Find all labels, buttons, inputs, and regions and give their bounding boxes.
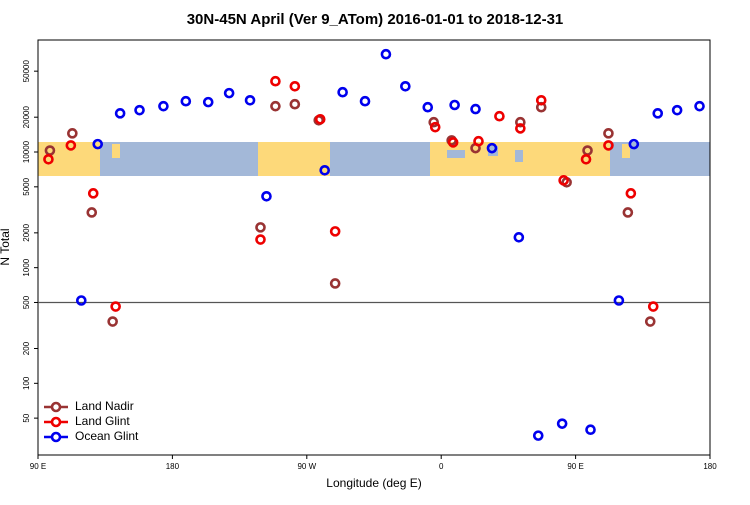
point (255, 222, 266, 233)
point (580, 153, 592, 165)
point (473, 135, 484, 147)
y-axis-label: N Total (0, 228, 12, 265)
point (449, 99, 460, 111)
y-tick-label: 20000 (22, 106, 31, 129)
point (515, 123, 526, 134)
point (270, 100, 281, 112)
point (261, 191, 272, 202)
point (76, 295, 87, 306)
point (535, 94, 547, 106)
y-tick-label: 10000 (22, 140, 31, 163)
point (86, 207, 98, 218)
point (110, 301, 121, 312)
point (585, 424, 596, 436)
point (429, 121, 441, 133)
point (494, 110, 505, 122)
point (470, 103, 481, 115)
plot-frame (37, 39, 711, 456)
point (87, 188, 99, 199)
legend-marker (50, 416, 62, 428)
legend-marker (50, 401, 62, 413)
point (289, 98, 301, 110)
point (556, 418, 568, 429)
legend-label: Land Nadir (75, 399, 134, 413)
point (603, 140, 614, 151)
point (319, 164, 331, 176)
point (613, 295, 625, 306)
legend-label: Ocean Glint (75, 429, 139, 443)
y-tick-label: 5000 (22, 177, 31, 195)
point (486, 142, 498, 154)
point (422, 101, 434, 113)
point (180, 95, 192, 107)
point (603, 128, 614, 139)
map-strip (38, 142, 710, 176)
point (43, 153, 54, 165)
point (428, 116, 440, 128)
x-tick-label: 90 W (297, 462, 316, 471)
point (329, 278, 341, 289)
x-tick-label: 180 (166, 462, 180, 471)
point (628, 138, 640, 150)
y-tick-label: 50000 (22, 59, 31, 82)
y-tick-label: 2000 (22, 223, 31, 241)
point (447, 137, 459, 148)
point (513, 232, 525, 243)
point (515, 116, 526, 128)
x-tick-label: 90 E (567, 462, 583, 471)
point (65, 140, 77, 151)
point (223, 87, 235, 99)
x-axis-label: Longitude (deg E) (326, 476, 421, 490)
point (652, 108, 664, 119)
point (380, 48, 392, 60)
point (202, 96, 214, 108)
y-tick-label: 50 (22, 413, 31, 422)
point (647, 301, 659, 312)
legend-label: Land Glint (75, 414, 130, 428)
point (359, 95, 371, 107)
point (314, 113, 326, 125)
y-tick-label: 1000 (22, 258, 31, 276)
point (67, 128, 78, 139)
point (289, 80, 301, 92)
point (400, 80, 411, 92)
point (694, 100, 705, 112)
point (114, 108, 126, 119)
point (644, 316, 656, 327)
legend-marker (50, 431, 62, 443)
chart-title: 30N-45N April (Ver 9_ATom) 2016-01-01 to… (187, 11, 564, 28)
point (255, 234, 266, 245)
point (337, 86, 348, 98)
x-tick-label: 180 (703, 462, 717, 471)
y-tick-label: 500 (22, 295, 31, 309)
x-tick-label: 0 (439, 462, 444, 471)
point (270, 75, 281, 87)
point (134, 104, 145, 116)
point (244, 94, 256, 106)
point (625, 188, 637, 199)
y-tick-label: 100 (22, 376, 31, 390)
x-tick-label: 90 E (30, 462, 46, 471)
y-tick-label: 200 (22, 341, 31, 355)
point (671, 104, 683, 116)
point (92, 138, 104, 150)
point (107, 316, 118, 327)
point (532, 430, 544, 441)
point (329, 226, 341, 237)
point (558, 175, 569, 186)
point (158, 100, 169, 112)
point (622, 207, 634, 218)
